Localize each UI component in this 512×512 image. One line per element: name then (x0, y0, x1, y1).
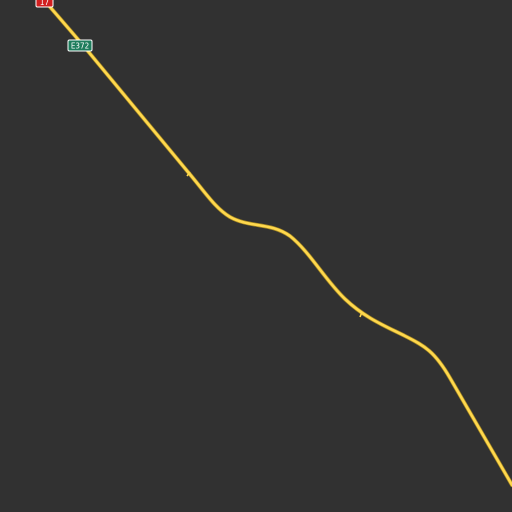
route-shield-national-box (35, 0, 54, 8)
road-tick-marker (359, 311, 363, 318)
road-tick-marker (186, 171, 191, 177)
route-shield-european[interactable]: E372 (67, 39, 93, 52)
route-shield-national-label: 17 (40, 0, 49, 7)
route-shield-national[interactable]: 17 (35, 0, 54, 8)
route-shield-european-box (67, 39, 93, 52)
highway-road-line (42, 0, 512, 487)
route-shield-european-label: E372 (71, 42, 89, 51)
highway-road[interactable] (42, 0, 512, 487)
